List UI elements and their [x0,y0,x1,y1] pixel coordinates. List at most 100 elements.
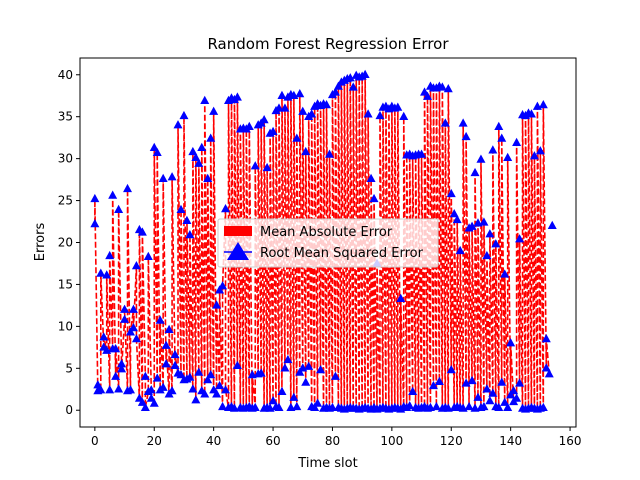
mae-point [482,384,492,393]
x-tick-label: 20 [147,434,162,448]
mae-point [310,402,320,411]
rmse-point [399,111,409,120]
rmse-point [140,402,150,411]
rmse-point [360,69,370,79]
rmse-point [125,327,135,336]
rmse-point [161,340,171,349]
rmse-point [455,245,465,255]
mae-point [167,385,177,395]
rmse-point [443,84,453,93]
legend-triangle-icon [227,242,249,260]
rmse-point [221,385,231,394]
mae-point [544,369,554,378]
rmse-point [348,82,358,91]
rmse-point [422,91,432,100]
rmse-point [167,172,177,181]
rmse-point [277,90,287,99]
chart-title: Random Forest Regression Error [207,35,449,53]
rmse-point [262,162,272,172]
mae-point [408,386,418,396]
rmse-point [322,99,332,109]
rmse-point [176,204,186,214]
y-tick-label: 30 [58,152,73,166]
mae-point [467,375,477,385]
rmse-point [503,152,513,162]
mae-point [434,376,444,385]
rmse-point [117,364,127,373]
rmse-point [437,82,447,91]
rmse-point [292,133,302,142]
mae-point [105,385,115,394]
mae-point [313,398,323,407]
rmse-point [218,281,228,290]
rmse-point [298,106,308,115]
mae-point [316,364,326,374]
rmse-point [396,293,406,302]
mae-point [330,371,340,380]
rmse-point [152,147,162,157]
rmse-point [137,227,147,236]
rmse-point [333,81,343,90]
rmse-point [535,146,545,155]
mae-point [541,363,551,372]
mae-point [494,402,504,411]
rmse-point [143,251,153,261]
rmse-point [538,99,548,109]
mae-point [185,372,195,381]
mae-point [479,401,489,411]
rmse-point [393,102,403,111]
rmse-point [185,229,195,239]
rmse-point [497,133,507,142]
rmse-point [93,380,103,389]
rmse-point [215,285,225,294]
rmse-point [179,110,189,120]
rmse-point [250,161,260,170]
rmse-point [164,324,174,333]
rmse-point [244,121,254,131]
rmse-point [515,234,525,243]
rmse-point [345,73,355,82]
rmse-point [512,137,522,146]
rmse-point [458,118,468,127]
mae-point [295,367,305,376]
rmse-point [146,393,156,402]
rmse-point [506,338,516,347]
mae-point [327,402,337,411]
rmse-point [259,115,269,124]
rmse-point [488,145,498,154]
rmse-point [120,304,130,313]
rmse-point [102,270,112,279]
rmse-point [452,214,462,224]
y-tick-label: 25 [58,194,73,208]
rmse-point [526,109,536,118]
rmse-point [206,133,216,142]
rmse-point [128,323,138,332]
mae-point [218,401,228,411]
mae-point [283,354,293,364]
rmse-point [232,92,242,101]
mae-point [473,392,483,401]
rmse-point [131,333,141,343]
x-tick-label: 60 [265,434,280,448]
x-tick-label: 0 [91,434,99,448]
x-tick-label: 140 [499,434,522,448]
rmse-point [170,349,180,359]
mae-point [500,397,510,406]
mae-point [152,373,162,382]
rmse-point [108,190,118,199]
rmse-point [96,268,106,277]
rmse-point [173,120,183,129]
x-axis: 0 20 40 60 80 100 120 140 160 [91,427,582,448]
mae-point [289,392,299,401]
rmse-point [494,121,504,131]
y-tick-label: 15 [58,277,73,291]
mae-point [405,401,415,410]
rmse-point [155,315,165,324]
legend-label-rmse: Root Mean Squared Error [260,246,424,261]
mae-point [158,382,168,391]
rmse-point [200,95,210,105]
mae-point [191,395,201,404]
mae-point [515,378,525,387]
rmse-point [197,142,207,151]
